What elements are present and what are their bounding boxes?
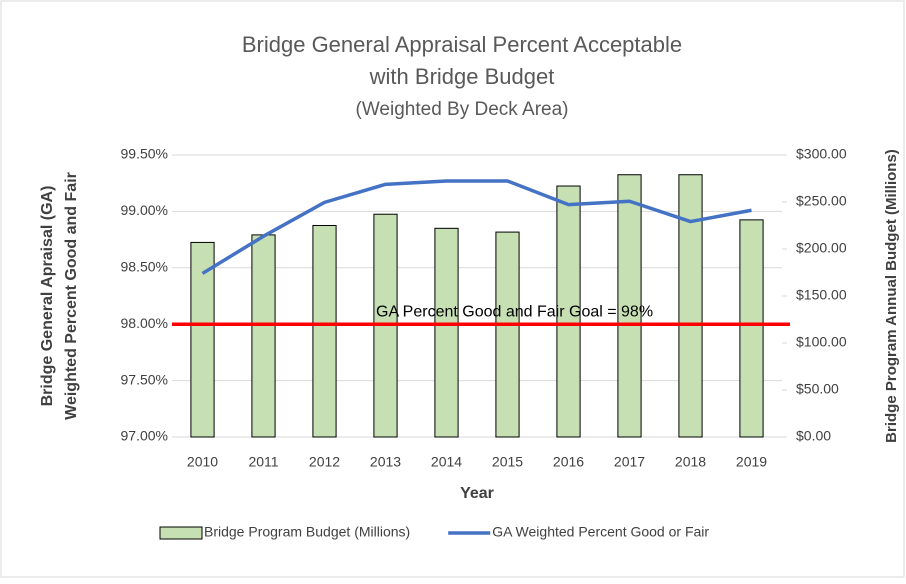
x-tick-label: 2010 xyxy=(187,454,218,470)
y-tick-label: 97.00% xyxy=(121,428,168,444)
bar xyxy=(495,231,520,438)
x-tick-label: 2015 xyxy=(492,454,523,470)
x-axis-label: Year xyxy=(460,485,494,502)
y-tick-label: 99.50% xyxy=(121,146,168,162)
y-tick-label: 97.50% xyxy=(121,371,168,387)
legend-label: Bridge Program Budget (Millions) xyxy=(204,524,410,540)
y2-tick-label: $150.00 xyxy=(796,287,847,303)
bar xyxy=(434,227,459,438)
chart-title: Bridge General Appraisal Percent Accepta… xyxy=(242,32,682,57)
bar xyxy=(617,174,642,438)
bar xyxy=(739,219,764,438)
x-tick-label: 2011 xyxy=(248,454,278,470)
x-tick-label: 2014 xyxy=(431,454,462,470)
bar xyxy=(251,234,276,438)
x-tick-label: 2016 xyxy=(553,454,584,470)
y2-tick-label: $0.00 xyxy=(796,428,831,444)
legend-label: GA Weighted Percent Good or Fair xyxy=(492,524,709,540)
x-tick-label: 2017 xyxy=(614,454,645,470)
y2-axis-label: Bridge Program Annual Budget (Millions) xyxy=(883,149,900,443)
y2-tick-label: $300.00 xyxy=(796,146,847,162)
y-tick-label: 99.00% xyxy=(121,202,168,218)
y2-tick-label: $250.00 xyxy=(796,193,847,209)
bar xyxy=(312,225,337,438)
y-tick-label: 98.50% xyxy=(121,259,168,275)
x-tick-label: 2012 xyxy=(309,454,340,470)
y-axis-label: Weighted Percent Good and Fair xyxy=(63,172,80,420)
x-tick-label: 2013 xyxy=(370,454,401,470)
line-series xyxy=(201,179,752,275)
y-axis-label: Bridge General Apraisal (GA) xyxy=(39,186,56,407)
chart-title: with Bridge Budget xyxy=(369,64,555,89)
x-tick-label: 2018 xyxy=(675,454,706,470)
bar xyxy=(678,174,703,438)
y2-tick-label: $100.00 xyxy=(796,334,847,350)
bar xyxy=(190,241,215,438)
bar xyxy=(556,185,581,438)
y2-tick-label: $50.00 xyxy=(796,381,839,397)
y-tick-label: 98.00% xyxy=(121,315,168,331)
x-tick-label: 2019 xyxy=(736,454,767,470)
legend-swatch xyxy=(159,526,203,540)
reference-label: GA Percent Good and Fair Goal = 98% xyxy=(376,303,653,320)
y2-tick-label: $200.00 xyxy=(796,240,847,256)
chart-subtitle: (Weighted By Deck Area) xyxy=(356,99,569,120)
